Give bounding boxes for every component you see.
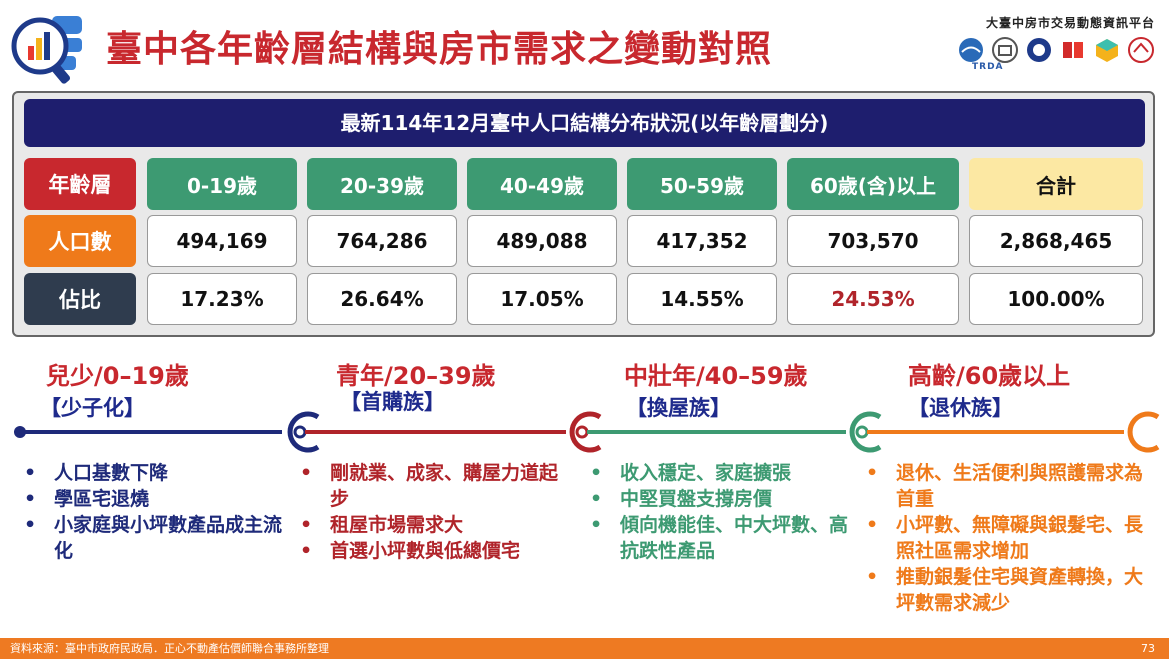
age-header-0-19: 0-19歲 — [147, 158, 297, 210]
bullet-list-young-adult: • 剛就業、成家、購屋力道起步 • 租屋市場需求大 • 首選小坪數與低總價宅 — [300, 460, 570, 564]
list-item: • 小家庭與小坪數產品成主流化 — [24, 514, 283, 562]
page-title: 臺中各年齡層結構與房市需求之變動對照 — [106, 29, 773, 70]
bullet-list-youth: • 人口基數下降 • 學區宅退燒 • 小家庭與小坪數產品成主流化 — [24, 460, 290, 564]
list-item: • 租屋市場需求大 — [300, 514, 464, 536]
ctreaa-logo-icon — [1127, 36, 1155, 64]
population-value: 703,570 — [787, 215, 959, 267]
share-value: 17.23% — [147, 273, 297, 325]
magnifier-chart-logo-icon — [8, 8, 88, 86]
age-header-50-59: 50-59歲 — [627, 158, 777, 210]
population-total: 2,868,465 — [969, 215, 1143, 267]
population-value: 494,169 — [147, 215, 297, 267]
trda-logo-icon — [957, 36, 985, 64]
trda-label: TRDA — [972, 62, 1004, 72]
group-title-young-adult: 青年/20–39歲 — [336, 362, 496, 390]
table-caption: 最新114年12月臺中人口結構分布狀況(以年齡層劃分) — [24, 99, 1145, 147]
share-value: 17.05% — [467, 273, 617, 325]
row-label-population: 人口數 — [24, 215, 136, 267]
group-title-senior: 高齡/60歲以上 — [908, 362, 1071, 390]
timeline-node-orange — [1127, 411, 1160, 453]
list-item: • 剛就業、成家、購屋力道起步 — [300, 462, 559, 510]
timeline-node-navy — [287, 411, 320, 453]
group-tag-youth: 【少子化】 — [40, 396, 145, 420]
population-value: 417,352 — [627, 215, 777, 267]
taichung-logo-icon — [1059, 36, 1087, 64]
list-item: • 小坪數、無障礙與銀髮宅、長照社區需求增加 — [866, 514, 1144, 562]
platform-name: 大臺中房市交易動態資訊平台 — [985, 16, 1155, 30]
population-value: 489,088 — [467, 215, 617, 267]
share-value-highlight: 24.53% — [787, 273, 959, 325]
timeline-node-green — [849, 411, 882, 453]
group-tag-senior: 【退休族】 — [908, 396, 1013, 420]
list-item: • 首選小坪數與低總價宅 — [300, 540, 521, 562]
row-label-share: 佔比 — [24, 273, 136, 325]
partner-logos — [957, 36, 1155, 64]
group-tag-young-adult: 【首購族】 — [340, 390, 445, 414]
population-table-panel: 最新114年12月臺中人口結構分布狀況(以年齡層劃分) 年齡層 人口數 佔比 0… — [12, 91, 1155, 337]
cube-logo-icon — [1093, 36, 1121, 64]
life-stage-timeline — [14, 411, 1160, 453]
bullet-list-middle-age: • 收入穩定、家庭擴張 • 中堅買盤支撐房價 • 傾向機能佳、中大坪數、高抗跌性產品 — [590, 460, 852, 564]
footer-bar: 資料來源：臺中市政府民政局．正心不動產估價師聯合事務所整理 73 — [0, 638, 1169, 659]
list-item: • 中堅買盤支撐房價 — [590, 488, 773, 510]
share-value: 26.64% — [307, 273, 457, 325]
group-tag-middle-age: 【換屋族】 — [626, 396, 731, 420]
list-item: • 收入穩定、家庭擴張 — [590, 462, 792, 484]
population-value: 764,286 — [307, 215, 457, 267]
age-header-60-plus: 60歲(含)以上 — [787, 158, 959, 210]
age-header-40-49: 40-49歲 — [467, 158, 617, 210]
share-total: 100.00% — [969, 273, 1143, 325]
share-value: 14.55% — [627, 273, 777, 325]
government-seal-icon — [1025, 36, 1053, 64]
list-item: • 學區宅退燒 — [24, 488, 150, 510]
association-logo-icon — [991, 36, 1019, 64]
source-note: 資料來源：臺中市政府民政局．正心不動產估價師聯合事務所整理 — [10, 642, 329, 655]
list-item: • 退休、生活便利與照護需求為首重 — [866, 462, 1144, 510]
group-title-middle-age: 中壯年/40–59歲 — [624, 362, 808, 390]
list-item: • 傾向機能佳、中大坪數、高抗跌性產品 — [590, 514, 849, 562]
row-label-age: 年齡層 — [24, 158, 136, 210]
list-item: • 人口基數下降 — [24, 462, 169, 484]
page-number: 73 — [1141, 642, 1155, 655]
age-header-20-39: 20-39歲 — [307, 158, 457, 210]
timeline-node-red — [569, 411, 602, 453]
group-title-youth: 兒少/0–19歲 — [46, 362, 189, 390]
list-item: • 推動銀髮住宅與資產轉換，大坪數需求減少 — [866, 566, 1144, 614]
total-header: 合計 — [969, 158, 1143, 210]
bullet-list-senior: • 退休、生活便利與照護需求為首重 • 小坪數、無障礙與銀髮宅、長照社區需求增加 •… — [866, 460, 1150, 616]
